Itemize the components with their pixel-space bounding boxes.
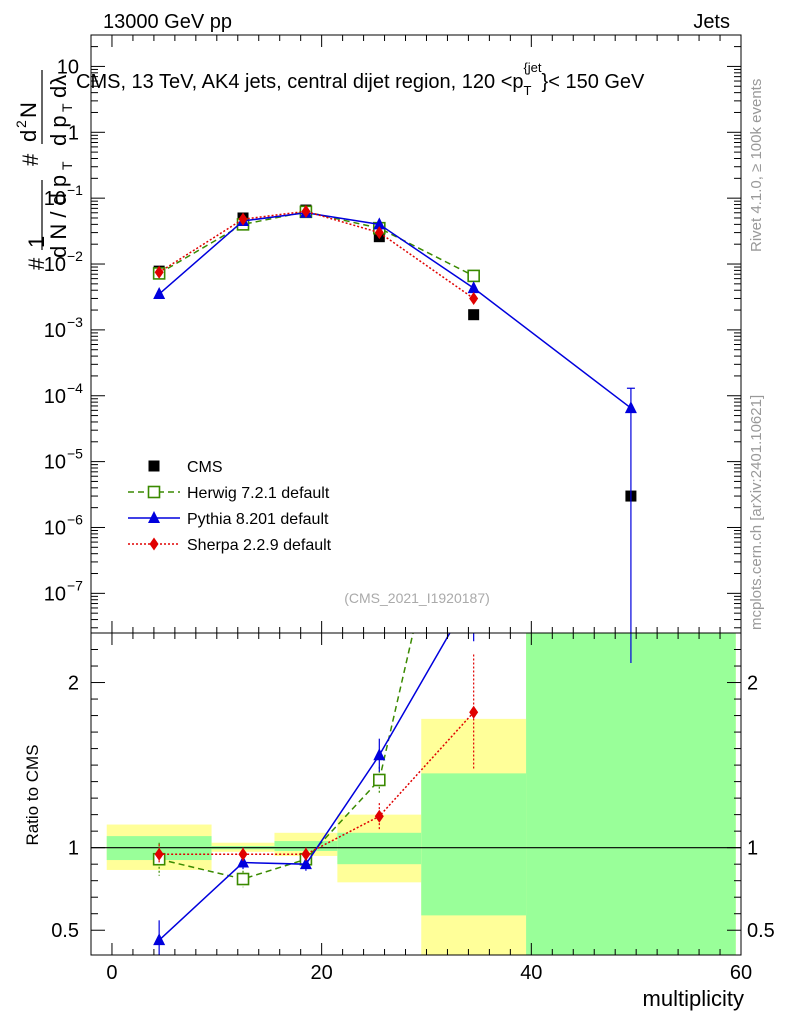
svg-text:d N / d p: d N / d p — [46, 175, 71, 258]
ratio-y-tick-label-right-2: 2 — [747, 673, 758, 695]
ratio-axes: 0 20 40 60 0.5 0.5 1 1 2 2 — [51, 35, 775, 984]
svg-text:d p: d p — [46, 115, 71, 146]
plot-title-sub: T — [524, 83, 532, 98]
ratio-series-clipped — [152, 363, 479, 955]
main-y-tick-label-0: 10 — [44, 583, 66, 605]
main-y-tick-label-7: 1 — [68, 122, 79, 144]
main-point-herwig-4 — [467, 269, 480, 283]
green-band-5 — [526, 633, 736, 955]
legend-label-pythia: Pythia 8.201 default — [187, 511, 329, 528]
ratio-point-sherpa-2 — [301, 847, 311, 861]
main-point-pythia-5 — [624, 401, 637, 414]
legend-marker-herwig — [147, 485, 161, 499]
main-y-tick-label-5: 10 — [44, 254, 66, 276]
ratio-y-tick-label-right-1: 1 — [747, 838, 758, 860]
ratio-point-pythia-3 — [373, 748, 386, 761]
main-y-tick-exp-2: −5 — [67, 446, 83, 462]
svg-text:d: d — [16, 130, 41, 142]
main-point-sherpa-0 — [154, 265, 164, 279]
rivet-label: Rivet 4.1.0, ≥ 100k events — [748, 79, 765, 252]
mcplots-label: mcplots.cern.ch [arXiv:2401.10621] — [748, 395, 765, 630]
ratio-point-sherpa-1 — [238, 847, 248, 861]
ratio-point-sherpa-4 — [469, 705, 479, 719]
header-category: Jets — [693, 11, 730, 33]
main-point-pythia-3 — [373, 217, 386, 230]
svg-text:#: # — [24, 257, 49, 270]
plot-title: CMS, 13 TeV, AK4 jets, central dijet reg… — [76, 60, 645, 98]
main-point-pythia-4 — [467, 281, 480, 294]
main-point-pythia-0 — [153, 287, 166, 300]
main-y-tick-exp-4: −3 — [67, 314, 83, 330]
ratio-point-sherpa-3 — [374, 809, 384, 823]
main-y-tick-label-6: 10 — [44, 188, 66, 210]
plot-title-text: CMS, 13 TeV, AK4 jets, central dijet reg… — [76, 71, 524, 93]
main-point-sherpa-4 — [469, 291, 479, 305]
svg-text:#: # — [18, 153, 43, 166]
svg-text:T: T — [59, 103, 75, 112]
main-y-tick-label-4: 10 — [44, 320, 66, 342]
ratio-y-tick-label-1: 1 — [68, 838, 79, 860]
ratio-point-pythia-2 — [299, 857, 312, 870]
main-y-tick-label-8: 10 — [57, 56, 79, 78]
ratio-line-sherpa — [159, 711, 475, 856]
main-series-clipped — [152, 204, 637, 633]
main-y-tick-label-3: 10 — [44, 386, 66, 408]
x-tick-label-3: 60 — [730, 962, 752, 984]
green-band-3 — [337, 832, 422, 865]
ratio-point-herwig-1 — [236, 872, 250, 886]
ratio-point-pythia-1 — [237, 855, 250, 868]
legend-label-cms: CMS — [187, 459, 223, 476]
main-y-tick-label-1: 10 — [44, 517, 66, 539]
ratio-point-herwig-3 — [373, 773, 386, 787]
legend-marker-sherpa — [149, 537, 159, 551]
main-line-sherpa — [158, 210, 475, 300]
main-ylabel: # 1 d N / d p T # d 2 N d p T dλ — [13, 70, 75, 270]
ratio-y-tick-label-0: 0.5 — [51, 920, 79, 942]
ratio-frame — [90, 632, 742, 956]
main-line-pythia — [158, 212, 632, 409]
plot-title-sup: {jet — [523, 60, 541, 75]
legend: CMS Herwig 7.2.1 default Pythia 8.201 defa… — [128, 459, 332, 554]
ratio-point-herwig-4 — [468, 363, 479, 374]
main-point-cms-4 — [468, 309, 480, 321]
main-series — [152, 204, 637, 633]
ratio-bands — [91, 633, 741, 955]
svg-text:T: T — [59, 161, 75, 170]
legend-marker-cms — [148, 460, 160, 472]
ratio-point-sherpa-0 — [154, 847, 164, 861]
x-tick-label-1: 20 — [311, 962, 333, 984]
svg-text:2: 2 — [13, 120, 29, 128]
ratio-y-tick-label-right-0: 0.5 — [747, 920, 775, 942]
ratio-point-pythia-0 — [153, 933, 166, 946]
green-band-2 — [274, 841, 338, 851]
main-point-sherpa-3 — [374, 226, 384, 240]
x-tick-label-0: 0 — [106, 962, 117, 984]
svg-text:N: N — [16, 102, 41, 118]
main-y-tick-exp-5: −2 — [67, 248, 83, 264]
x-tick-label-2: 40 — [520, 962, 542, 984]
x-axis-label: multiplicity — [643, 986, 744, 1011]
header-process: 13000 GeV pp — [103, 11, 232, 33]
legend-marker-pythia — [148, 511, 160, 523]
main-y-tick-label-2: 10 — [44, 452, 66, 474]
main-y-tick-exp-3: −4 — [67, 380, 83, 396]
main-point-sherpa-1 — [238, 212, 248, 226]
analysis-watermark: (CMS_2021_I1920187) — [344, 590, 490, 606]
main-y-tick-exp-0: −7 — [67, 577, 83, 593]
ratio-series — [152, 363, 632, 955]
svg-text:1: 1 — [24, 236, 49, 248]
ratio-ylabel: Ratio to CMS — [23, 744, 42, 845]
main-y-tick-exp-1: −6 — [67, 511, 83, 527]
green-band-4 — [421, 773, 527, 916]
plot-title-suffix: }< 150 GeV — [542, 71, 646, 93]
ratio-y-tick-label-2: 2 — [68, 673, 79, 695]
legend-label-herwig: Herwig 7.2.1 default — [187, 485, 330, 502]
main-y-tick-exp-6: −1 — [67, 182, 83, 198]
legend-label-sherpa: Sherpa 2.2.9 default — [187, 537, 332, 554]
main-point-sherpa-2 — [301, 204, 311, 218]
svg-text:dλ: dλ — [46, 75, 71, 98]
